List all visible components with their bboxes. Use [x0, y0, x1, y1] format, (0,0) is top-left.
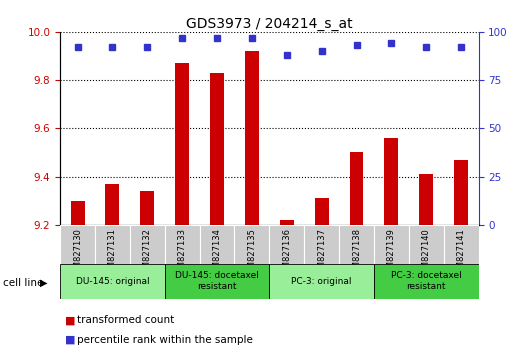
Bar — [409, 225, 444, 264]
Bar — [374, 264, 479, 299]
Title: GDS3973 / 204214_s_at: GDS3973 / 204214_s_at — [186, 17, 353, 31]
Text: GSM827140: GSM827140 — [422, 228, 431, 279]
Bar — [165, 264, 269, 299]
Text: percentile rank within the sample: percentile rank within the sample — [77, 335, 253, 345]
Bar — [349, 153, 363, 225]
Text: GSM827138: GSM827138 — [352, 228, 361, 279]
Bar — [280, 220, 294, 225]
Bar — [315, 198, 328, 225]
Bar — [71, 201, 85, 225]
Text: transformed count: transformed count — [77, 315, 175, 325]
Bar — [269, 225, 304, 264]
Text: DU-145: original: DU-145: original — [76, 277, 149, 286]
Bar — [210, 73, 224, 225]
Text: cell line: cell line — [3, 278, 43, 288]
Bar — [165, 225, 200, 264]
Text: ■: ■ — [65, 315, 76, 325]
Text: GSM827131: GSM827131 — [108, 228, 117, 279]
Bar — [339, 225, 374, 264]
Bar — [200, 225, 234, 264]
Bar — [130, 225, 165, 264]
Text: GSM827135: GSM827135 — [247, 228, 256, 279]
Bar — [304, 225, 339, 264]
Text: GSM827133: GSM827133 — [178, 228, 187, 279]
Bar — [374, 225, 409, 264]
Bar — [384, 138, 399, 225]
Bar — [419, 174, 433, 225]
Text: GSM827134: GSM827134 — [212, 228, 222, 279]
Text: ■: ■ — [65, 335, 76, 345]
Text: ▶: ▶ — [40, 278, 47, 288]
Text: GSM827130: GSM827130 — [73, 228, 82, 279]
Bar — [106, 184, 119, 225]
Bar — [269, 264, 374, 299]
Bar — [234, 225, 269, 264]
Text: DU-145: docetaxel
resistant: DU-145: docetaxel resistant — [175, 272, 259, 291]
Bar — [140, 191, 154, 225]
Text: GSM827141: GSM827141 — [457, 228, 465, 279]
Bar — [175, 63, 189, 225]
Text: GSM827132: GSM827132 — [143, 228, 152, 279]
Bar — [454, 160, 468, 225]
Bar — [245, 51, 259, 225]
Bar — [444, 225, 479, 264]
Text: GSM827139: GSM827139 — [387, 228, 396, 279]
Text: PC-3: original: PC-3: original — [291, 277, 352, 286]
Text: GSM827137: GSM827137 — [317, 228, 326, 279]
Bar — [60, 225, 95, 264]
Bar — [95, 225, 130, 264]
Bar — [60, 264, 165, 299]
Text: GSM827136: GSM827136 — [282, 228, 291, 279]
Text: PC-3: docetaxel
resistant: PC-3: docetaxel resistant — [391, 272, 462, 291]
